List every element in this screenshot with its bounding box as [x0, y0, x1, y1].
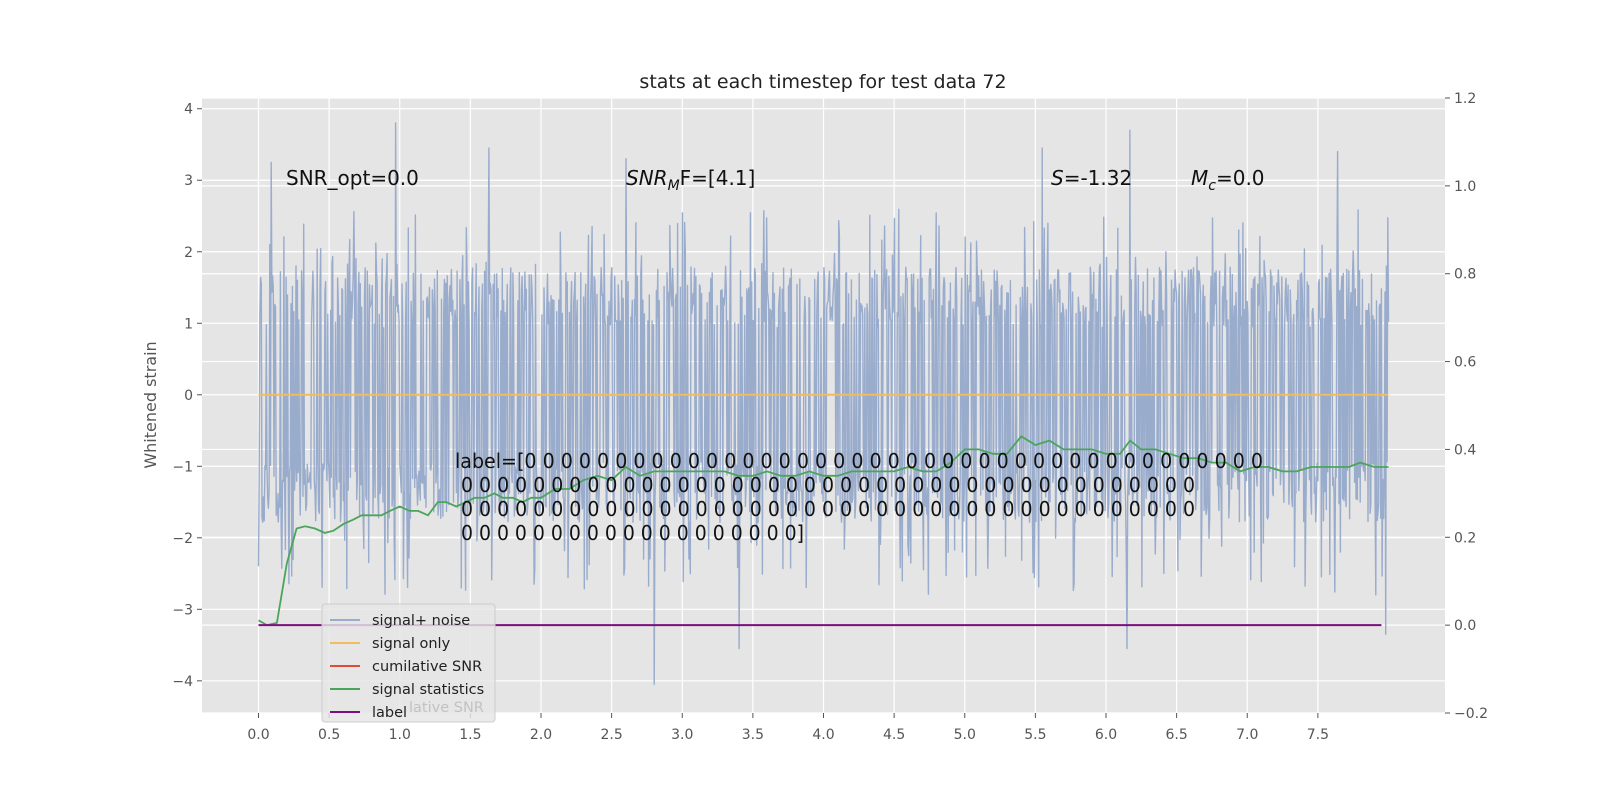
series-signal-noise-line	[257, 122, 1390, 686]
annotation-s-value: =-1.32	[1064, 166, 1133, 190]
series-signal-noise	[257, 122, 1390, 686]
legend-box	[321, 603, 496, 723]
x-tick-label-11: 5.5	[1024, 727, 1046, 743]
y2-tick-label-2: 0.8	[1454, 267, 1476, 283]
y2-tick-label-7: −0.2	[1454, 706, 1488, 722]
legend-label-3: signal statistics	[372, 682, 484, 698]
x-tick-label-5: 2.5	[600, 727, 622, 743]
y2-tick-label-4: 0.4	[1454, 442, 1476, 458]
annotation-label-line-4: 0 0 0 0 0 0 0 0 0 0 0 0 0 0 0 0 0 0 0]	[455, 521, 804, 545]
annotation-label-line-3: 0 0 0 0 0 0 0 0 0 0 0 0 0 0 0 0 0 0 0 0 …	[455, 497, 1195, 521]
legend-label-4: label	[372, 705, 407, 721]
legend-label-1: signal only	[372, 636, 451, 652]
annotation-snr-opt: SNR_opt=0.0	[286, 166, 419, 190]
annotation-snr-mf-subscript: M	[668, 178, 680, 194]
x-tick-label-2: 1.0	[389, 727, 411, 743]
x-tick-label-7: 3.5	[742, 727, 764, 743]
x-tick-label-13: 6.5	[1165, 727, 1187, 743]
x-tick-label-0: 0.0	[247, 727, 269, 743]
y-tick-label-6: −2	[172, 531, 193, 547]
x-tick-label-15: 7.5	[1307, 727, 1329, 743]
annotation-label-line-1: label=[0 0 0 0 0 0 0 0 0 0 0 0 0 0 0 0 0…	[455, 449, 1263, 473]
annotation-snr-mf-value: F=[4.1]	[680, 166, 756, 190]
annotations: SNR_opt=0.0 SNRMF=[4.1] S=-1.32 Mc=0.0 l…	[286, 166, 1265, 545]
y2-tick-label-0: 1.2	[1454, 91, 1476, 107]
axes: Whitened strain 0.0 0.5 1.0 1.5 2.0 2.5 3.0 3.5…	[141, 91, 1488, 743]
x-tick-label-9: 4.5	[883, 727, 905, 743]
x-tick-label-14: 7.0	[1236, 727, 1258, 743]
chart-title: stats at each timestep for test data 72	[639, 71, 1006, 93]
legend-label-0: signal+ noise	[372, 613, 470, 629]
annotation-snr-mf-symbol: SNR	[626, 166, 668, 190]
x-tick-label-12: 6.0	[1095, 727, 1117, 743]
y2-tick-label-1: 1.0	[1454, 179, 1476, 195]
annotation-mc-subscript: c	[1208, 178, 1216, 194]
legend: lative SNR signal+ noise signal only cumil…	[321, 603, 496, 723]
annotation-s: S=-1.32	[1051, 166, 1132, 190]
y-tick-label-0: 4	[184, 102, 193, 118]
x-tick-label-8: 4.0	[812, 727, 834, 743]
annotation-mc-value: =0.0	[1216, 166, 1265, 190]
x-tick-label-10: 5.0	[954, 727, 976, 743]
annotation-label-array: label=[0 0 0 0 0 0 0 0 0 0 0 0 0 0 0 0 0…	[455, 449, 1263, 545]
y2-tick-label-5: 0.2	[1454, 530, 1476, 546]
legend-label-2: cumilative SNR	[372, 659, 482, 675]
annotation-mc: Mc=0.0	[1191, 166, 1265, 194]
series-line-signal-statistics	[258, 435, 1389, 627]
annotation-mc-symbol: M	[1191, 166, 1208, 190]
x-tick-label-6: 3.0	[671, 727, 693, 743]
y-tick-label-2: 2	[184, 245, 193, 261]
annotation-s-symbol: S	[1051, 166, 1064, 190]
y-tick-label-4: 0	[184, 388, 193, 404]
annotation-snr-mf: SNRMF=[4.1]	[626, 166, 755, 194]
x-tick-label-3: 1.5	[459, 727, 481, 743]
y2-tick-label-6: 0.0	[1454, 618, 1476, 634]
y-tick-label-1: 3	[184, 173, 193, 189]
legend-overlap-text: lative SNR	[409, 700, 484, 716]
y-tick-label-5: −1	[172, 459, 193, 475]
y-tick-label-3: 1	[184, 316, 193, 332]
y-axis-label: Whitened strain	[141, 341, 160, 468]
y-tick-label-8: −4	[172, 674, 193, 690]
annotation-label-line-2: 0 0 0 0 0 0 0 0 0 0 0 0 0 0 0 0 0 0 0 0 …	[455, 473, 1195, 497]
x-tick-label-4: 2.0	[530, 727, 552, 743]
y-tick-label-7: −3	[172, 602, 193, 618]
x-tick-label-1: 0.5	[318, 727, 340, 743]
y2-tick-label-3: 0.6	[1454, 355, 1476, 371]
